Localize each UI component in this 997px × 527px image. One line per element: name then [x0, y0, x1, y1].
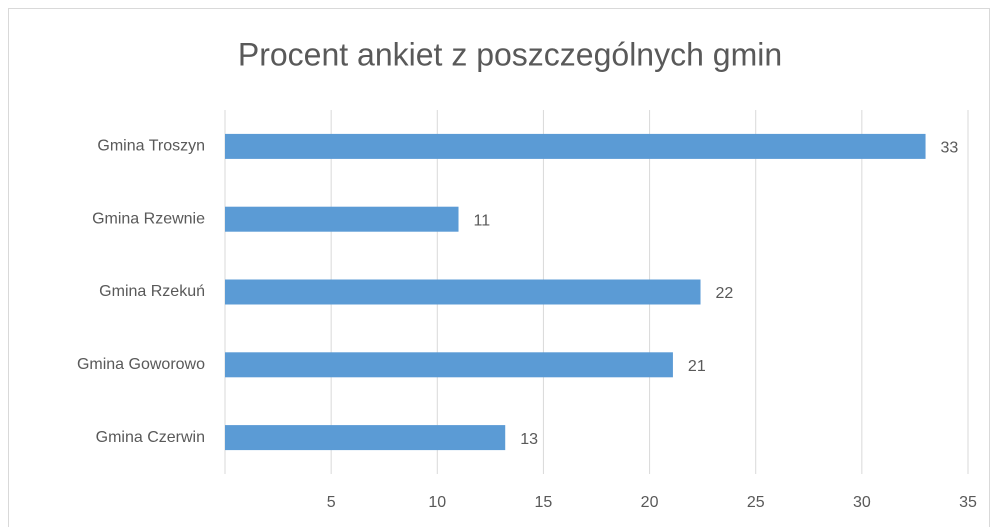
y-tick-label: Gmina Rzekuń: [99, 283, 205, 300]
bar: [225, 425, 506, 451]
x-tick-label: 35: [959, 494, 977, 511]
x-tick-label: 20: [641, 494, 659, 511]
data-label: 22: [716, 285, 734, 302]
bar: [225, 133, 926, 159]
x-tick-label: 5: [327, 494, 336, 511]
y-tick-label: Gmina Goworowo: [77, 356, 205, 373]
bar: [225, 352, 673, 378]
data-label: 33: [941, 140, 959, 157]
bar: [225, 279, 701, 305]
bar: [225, 206, 459, 232]
data-label: 21: [688, 358, 706, 375]
y-tick-label: Gmina Rzewnie: [92, 210, 205, 227]
y-tick-label: Gmina Czerwin: [96, 429, 205, 446]
x-tick-label: 15: [535, 494, 553, 511]
data-label: 13: [520, 431, 538, 448]
x-tick-label: 10: [428, 494, 446, 511]
x-tick-label: 25: [747, 494, 765, 511]
chart-title: Procent ankiet z poszczególnych gmin: [238, 36, 782, 72]
y-tick-label: Gmina Troszyn: [97, 138, 205, 155]
x-tick-label: 30: [853, 494, 871, 511]
data-label: 11: [474, 212, 491, 229]
